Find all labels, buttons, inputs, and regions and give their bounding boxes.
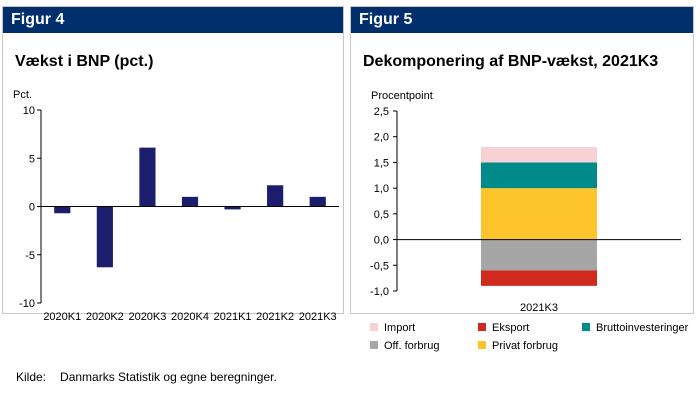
y-tick-label: 10 xyxy=(23,105,35,117)
x-tick-label: 2020K1 xyxy=(43,311,81,323)
figure-4-panel: Figur 4 Vækst i BNP (pct.) Pct. 10 5 0 -5 -10… xyxy=(2,6,344,323)
bar-segment-eksport xyxy=(481,270,597,286)
bar-segment-privat-forbrug xyxy=(481,188,597,240)
source-note: Kilde: Danmarks Statistik og egne beregni… xyxy=(16,370,277,384)
x-tick-label: 2020K3 xyxy=(128,311,166,323)
x-tick-label: 2021K2 xyxy=(256,311,294,323)
y-tick-label: 0,0 xyxy=(374,235,389,247)
bar-2021K3 xyxy=(309,196,326,207)
bar-2020K1 xyxy=(54,206,71,214)
y-tick-label: 1,0 xyxy=(374,183,389,195)
legend-swatch-eksport xyxy=(478,323,486,332)
legend-swatch-import xyxy=(370,323,378,332)
x-tick-label: 2021K3 xyxy=(520,302,558,314)
y-tick-label: 2,0 xyxy=(374,132,389,144)
figure-5-legend: Import Eksport Bruttoinvesteringer Off. … xyxy=(370,318,700,358)
legend-swatch-privat-forbrug xyxy=(478,341,486,350)
source-label: Kilde: xyxy=(16,370,47,384)
x-tick-label: 2021K1 xyxy=(214,311,252,323)
legend-item-off-forbrug: Off. forbrug xyxy=(370,340,439,352)
figure-5-chart: Procentpoint 2,5 2,0 1,5 1,0 0,5 0,0 -0,5 -1,0 20… xyxy=(370,90,681,314)
y-tick-label: 2,5 xyxy=(374,106,389,118)
y-tick-label: 0 xyxy=(29,202,35,214)
y-axis-label: Procentpoint xyxy=(371,90,433,102)
y-tick-label: -0,5 xyxy=(370,260,389,272)
bar-segment-bruttoinvesteringer xyxy=(481,162,597,189)
legend-swatch-bruttoinvesteringer xyxy=(582,323,590,332)
bar-2020K2 xyxy=(96,206,113,268)
legend-swatch-off-forbrug xyxy=(370,341,378,350)
y-tick-label: -1,0 xyxy=(370,286,389,298)
source-text: Danmarks Statistik og egne beregninger. xyxy=(60,370,277,384)
bar-segment-off-forbrug xyxy=(481,239,597,271)
figure-4-title: Vækst i BNP (pct.) xyxy=(15,53,154,70)
bar-segment-import xyxy=(481,147,597,163)
bar-2020K3 xyxy=(139,147,156,207)
legend-label-eksport: Eksport xyxy=(492,322,530,334)
legend-label-bruttoinvesteringer: Bruttoinvesteringer xyxy=(596,322,689,334)
figure-5-header: Figur 5 xyxy=(351,7,693,33)
legend-item-eksport: Eksport xyxy=(478,322,529,334)
figure-4-chart: Pct. 10 5 0 -5 -10 2020K1 2020K2 2020K3 2020K4 202… xyxy=(13,89,339,323)
x-tick-label: 2020K4 xyxy=(171,311,209,323)
figure-4-header: Figur 4 xyxy=(3,7,343,33)
legend-label-off-forbrug: Off. forbrug xyxy=(384,340,440,352)
y-tick-label: 1,5 xyxy=(374,157,389,169)
legend-item-bruttoinvesteringer: Bruttoinvesteringer xyxy=(582,322,688,334)
x-tick-label: 2020K2 xyxy=(86,311,124,323)
legend-item-import: Import xyxy=(370,322,415,334)
legend-item-privat-forbrug: Privat forbrug xyxy=(478,340,558,352)
y-tick-label: -5 xyxy=(25,250,35,262)
bar-2020K4 xyxy=(181,196,199,207)
legend-label-import: Import xyxy=(384,322,416,334)
y-axis-label: Pct. xyxy=(13,89,32,101)
figure-5-panel: Figur 5 Dekomponering af BNP-vækst, 2021… xyxy=(350,6,694,314)
bar-2021K2 xyxy=(267,185,284,207)
figure-5-title: Dekomponering af BNP-vækst, 2021K3 xyxy=(363,53,659,70)
y-tick-label: 5 xyxy=(29,153,35,165)
y-tick-label: 0,5 xyxy=(374,209,389,221)
bar-2021K1 xyxy=(224,206,241,210)
legend-label-privat-forbrug: Privat forbrug xyxy=(492,340,559,352)
y-tick-label: -10 xyxy=(19,298,35,310)
x-tick-label: 2021K3 xyxy=(299,311,337,323)
